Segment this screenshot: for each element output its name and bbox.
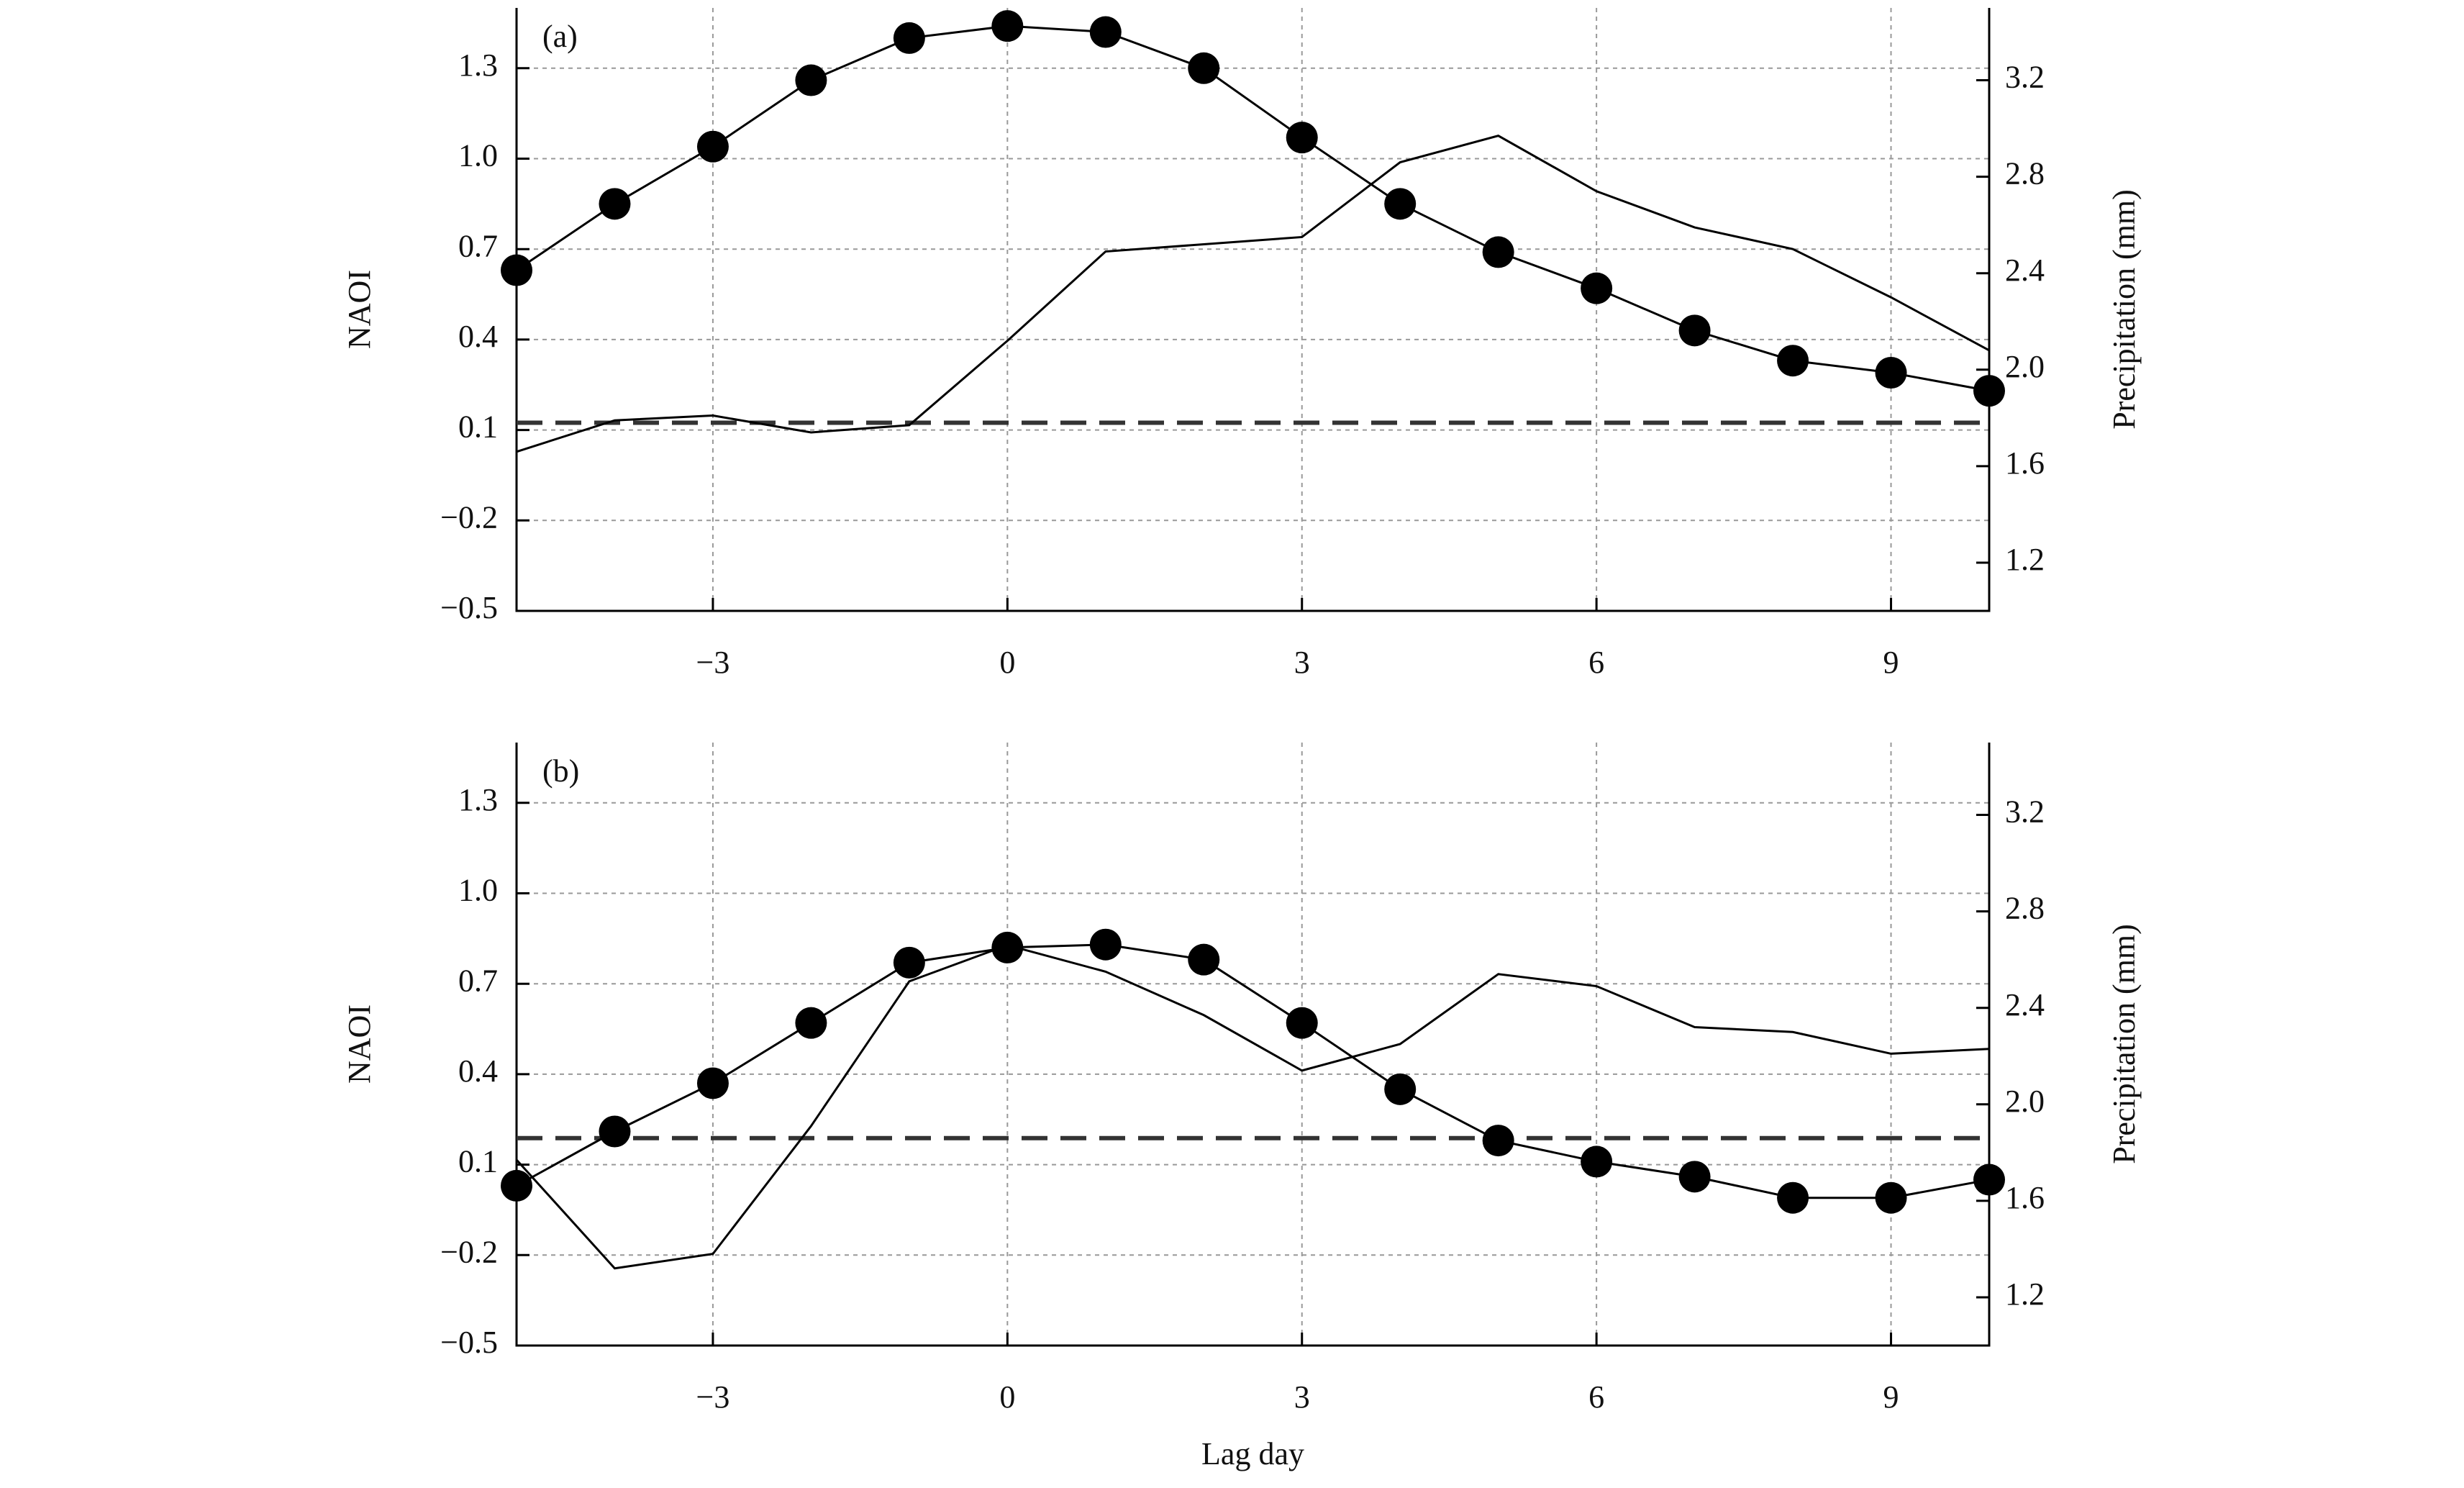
y2-tick-label: 1.6 (2005, 1180, 2045, 1215)
y-tick-label: 1.3 (458, 47, 498, 83)
x-tick-label: 0 (999, 645, 1015, 680)
data-point (1581, 1146, 1613, 1178)
data-point (893, 22, 925, 54)
x-tick-label: 3 (1294, 1379, 1310, 1415)
y2-tick-label: 2.4 (2005, 253, 2045, 288)
series-line (515, 943, 1990, 1270)
data-point (599, 188, 631, 220)
y-tick-label: 0.7 (458, 228, 498, 263)
data-point (696, 130, 729, 163)
y2-tick-label: 2.8 (2005, 156, 2045, 191)
x-tick-label: −3 (696, 645, 730, 680)
y2-tick-label: 3.2 (2005, 60, 2045, 95)
data-point (1384, 1073, 1417, 1105)
data-point (1581, 272, 1613, 304)
y-tick-label: 0.1 (458, 409, 498, 445)
y2-tick-label: 2.8 (2005, 891, 2045, 926)
x-tick-label: 6 (1588, 1379, 1604, 1415)
data-point (795, 64, 827, 96)
data-point (1678, 314, 1711, 347)
data-point (696, 1067, 729, 1099)
y-axis-label: NAOI (342, 270, 377, 349)
x-tick-label: 9 (1883, 1379, 1899, 1415)
series-line (516, 943, 1990, 1199)
y2-tick-label: 1.6 (2005, 445, 2045, 481)
y-axis-label: NAOI (342, 1004, 377, 1084)
data-point (1875, 1181, 1907, 1214)
y2-tick-label: 1.2 (2005, 542, 2045, 577)
y-tick-label: 1.0 (458, 138, 498, 173)
data-point (1973, 375, 2005, 407)
data-point (501, 254, 532, 286)
data-point (795, 1007, 827, 1039)
data-point (991, 931, 1024, 963)
data-point (599, 1115, 631, 1148)
x-tick-label: 0 (999, 1379, 1015, 1415)
y2-axis-label: Precipitation (mm) (2106, 189, 2142, 430)
y2-tick-label: 2.4 (2005, 987, 2045, 1022)
data-point (1678, 1161, 1711, 1193)
data-point (1973, 1163, 2005, 1196)
data-point (1777, 345, 1809, 377)
axis-frame (515, 743, 1991, 1347)
data-point (1188, 943, 1220, 976)
y-tick-label: −0.2 (440, 499, 498, 535)
data-point (893, 946, 925, 979)
x-tick-label: 6 (1588, 645, 1604, 680)
data-point (1482, 1125, 1514, 1157)
panel-label: (b) (542, 753, 579, 789)
axis-frame (515, 8, 1991, 612)
data-point (501, 1169, 532, 1202)
y-tick-label: 1.0 (458, 873, 498, 908)
data-point (1089, 16, 1122, 48)
data-point (1875, 356, 1907, 389)
y2-tick-label: 2.0 (2005, 1084, 2045, 1119)
data-point (1384, 188, 1417, 220)
y-tick-label: −0.2 (440, 1234, 498, 1269)
data-point (1089, 928, 1122, 961)
y-tick-label: −0.5 (440, 1325, 498, 1360)
y-tick-label: 1.3 (458, 782, 498, 817)
panel-label: (a) (542, 19, 578, 54)
x-axis-label: Lag day (1201, 1436, 1304, 1471)
y2-tick-label: 1.2 (2005, 1276, 2045, 1312)
y-tick-label: 0.1 (458, 1144, 498, 1179)
x-tick-label: −3 (696, 1379, 730, 1415)
y-tick-label: −0.5 (440, 590, 498, 625)
y2-axis-label: Precipitation (mm) (2106, 924, 2142, 1164)
y-tick-label: 0.4 (458, 1053, 498, 1089)
data-point (991, 10, 1024, 42)
data-point (1777, 1181, 1809, 1214)
series-line (516, 135, 1990, 453)
data-point (1482, 236, 1514, 268)
series-line (516, 24, 1990, 392)
x-tick-label: 3 (1294, 645, 1310, 680)
y-tick-label: 0.7 (458, 963, 498, 998)
data-point (1286, 122, 1318, 154)
data-point (1286, 1007, 1318, 1039)
y2-tick-label: 3.2 (2005, 794, 2045, 830)
y2-tick-label: 2.0 (2005, 349, 2045, 384)
x-tick-label: 9 (1883, 645, 1899, 680)
y-tick-label: 0.4 (458, 319, 498, 354)
data-point (1188, 52, 1220, 84)
